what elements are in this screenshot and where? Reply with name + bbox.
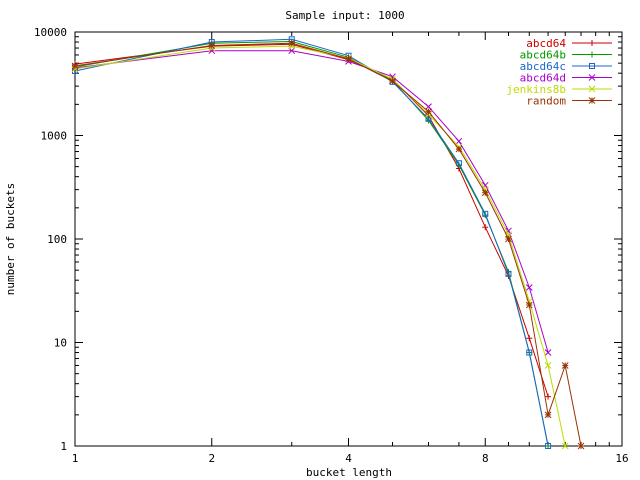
data-point (526, 349, 533, 356)
series-line (74, 40, 549, 447)
series-abcd64b (72, 38, 552, 449)
y-axis-label: number of buckets (4, 183, 17, 296)
data-point (525, 301, 533, 309)
data-point (544, 411, 552, 419)
data-point (561, 442, 569, 450)
y-tick-label: 10000 (34, 26, 67, 39)
data-point (71, 62, 79, 70)
legend-label: abcd64b (520, 49, 566, 62)
data-point (288, 39, 296, 47)
legend-label: abcd64c (520, 60, 566, 73)
x-axis-label: bucket length (306, 466, 392, 479)
data-point (208, 42, 216, 49)
data-point (544, 349, 552, 356)
legend-label: random (526, 95, 566, 108)
series-line (74, 45, 566, 447)
data-point (455, 137, 463, 145)
y-tick-label: 100 (47, 233, 67, 246)
y-axis: 1 10 100 1000 10000 (34, 26, 622, 453)
legend-marker (588, 97, 596, 104)
data-point (425, 108, 432, 116)
legend-marker (588, 85, 596, 93)
x-tick-label: 4 (345, 452, 352, 465)
series-line (74, 50, 549, 353)
data-point (345, 55, 352, 63)
legend-marker (588, 74, 596, 81)
series-line (74, 38, 549, 447)
y-tick-label: 1 (60, 440, 67, 453)
data-point (544, 362, 552, 369)
data-point (526, 335, 533, 342)
data-point (481, 186, 489, 193)
series-abcd64c (72, 36, 552, 449)
legend-label: abcd64 (526, 37, 566, 50)
x-tick-label: 8 (482, 452, 489, 465)
data-point (482, 224, 489, 231)
series-group (71, 36, 585, 450)
data-point (577, 442, 585, 450)
legend-marker (589, 63, 595, 69)
legend-marker (589, 40, 595, 46)
legend-label: jenkins8b (506, 83, 566, 96)
data-point (525, 284, 533, 291)
y-tick-label: 10 (54, 337, 67, 350)
legend-label: abcd64d (520, 72, 566, 85)
legend: abcd64abcd64babcd64cabcd64djenkins8brand… (506, 37, 612, 108)
data-point (545, 443, 552, 449)
legend-marker (589, 51, 595, 58)
data-point (545, 393, 552, 400)
y-tick-label: 1000 (41, 130, 68, 143)
data-point (481, 189, 489, 197)
series-line (74, 42, 582, 447)
chart-title: Sample input: 1000 (285, 9, 404, 22)
series-abcd64 (72, 41, 552, 400)
series-line (74, 43, 549, 397)
data-point (425, 115, 432, 122)
series-random (71, 39, 585, 450)
data-point (505, 235, 512, 243)
x-tick-label: 16 (615, 452, 628, 465)
data-point (455, 145, 463, 153)
data-point (505, 270, 512, 277)
data-point (425, 103, 432, 111)
x-tick-label: 1 (72, 452, 79, 465)
x-axis: 1 2 4 8 16 (72, 32, 629, 465)
x-tick-label: 2 (208, 452, 215, 465)
data-point (389, 77, 396, 85)
data-point (482, 210, 489, 217)
data-point (561, 362, 569, 369)
data-point (455, 160, 462, 167)
